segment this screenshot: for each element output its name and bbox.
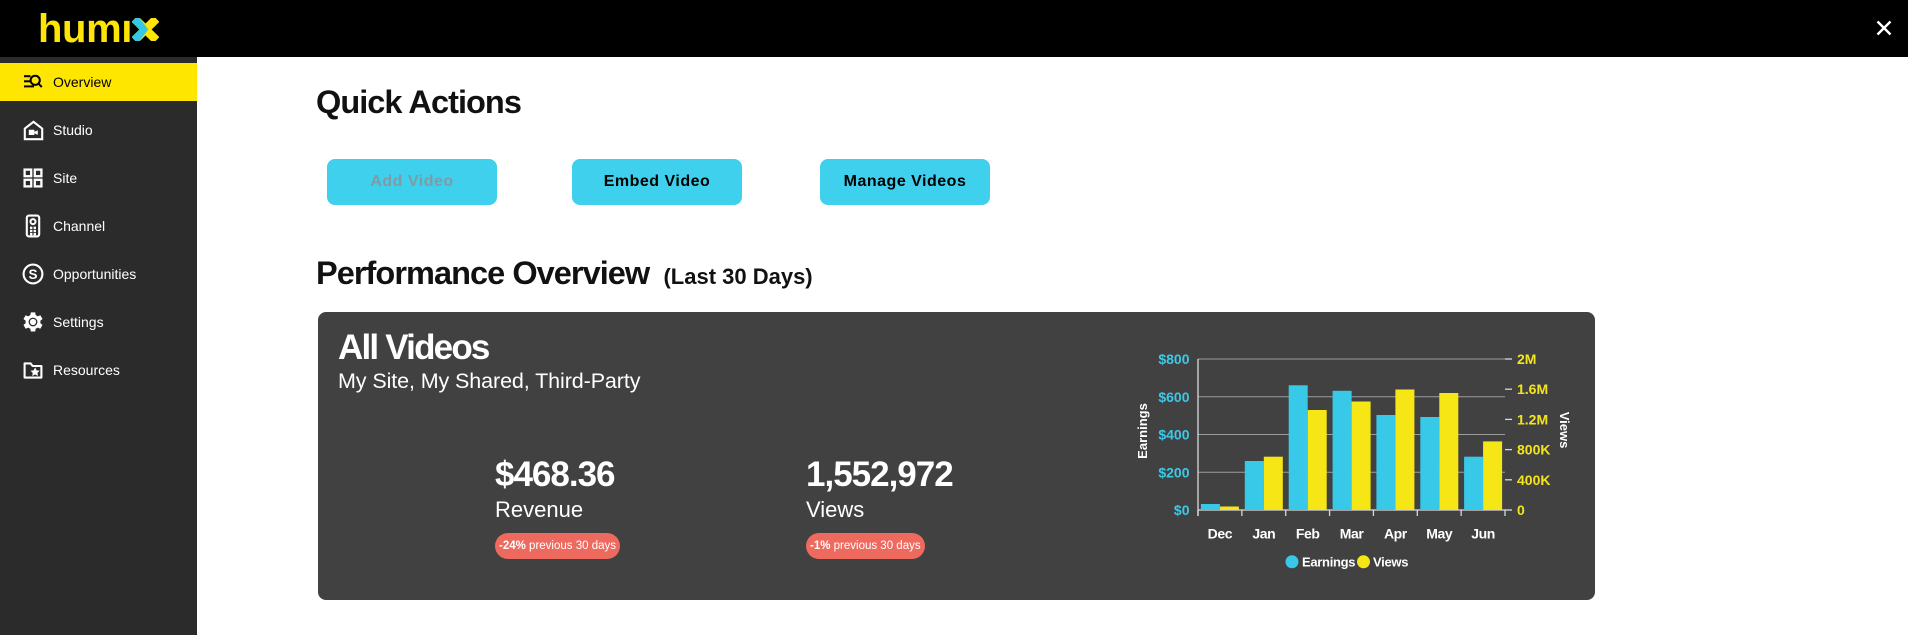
svg-text:1.2M: 1.2M xyxy=(1517,411,1548,427)
svg-text:0: 0 xyxy=(1517,502,1525,518)
svg-text:S: S xyxy=(28,267,37,282)
svg-text:Dec: Dec xyxy=(1208,526,1233,542)
svg-text:Feb: Feb xyxy=(1296,526,1320,542)
svg-text:Views: Views xyxy=(1557,412,1572,449)
svg-text:1.6M: 1.6M xyxy=(1517,381,1548,397)
svg-text:$0: $0 xyxy=(1174,502,1190,518)
svg-text:Jun: Jun xyxy=(1471,526,1495,542)
svg-text:Earnings: Earnings xyxy=(1135,403,1150,459)
svg-text:800K: 800K xyxy=(1517,442,1550,458)
svg-text:$600: $600 xyxy=(1158,389,1189,405)
svg-text:$400: $400 xyxy=(1158,427,1189,443)
svg-text:Apr: Apr xyxy=(1384,526,1408,542)
svg-text:Jan: Jan xyxy=(1252,526,1275,542)
svg-text:$200: $200 xyxy=(1158,464,1189,480)
svg-text:$800: $800 xyxy=(1158,351,1189,367)
svg-text:400K: 400K xyxy=(1517,472,1550,488)
svg-text:Earnings: Earnings xyxy=(1302,555,1355,570)
svg-text:2M: 2M xyxy=(1517,351,1536,367)
svg-text:May: May xyxy=(1426,526,1453,542)
svg-text:Views: Views xyxy=(1373,555,1408,570)
svg-text:Mar: Mar xyxy=(1340,526,1365,542)
